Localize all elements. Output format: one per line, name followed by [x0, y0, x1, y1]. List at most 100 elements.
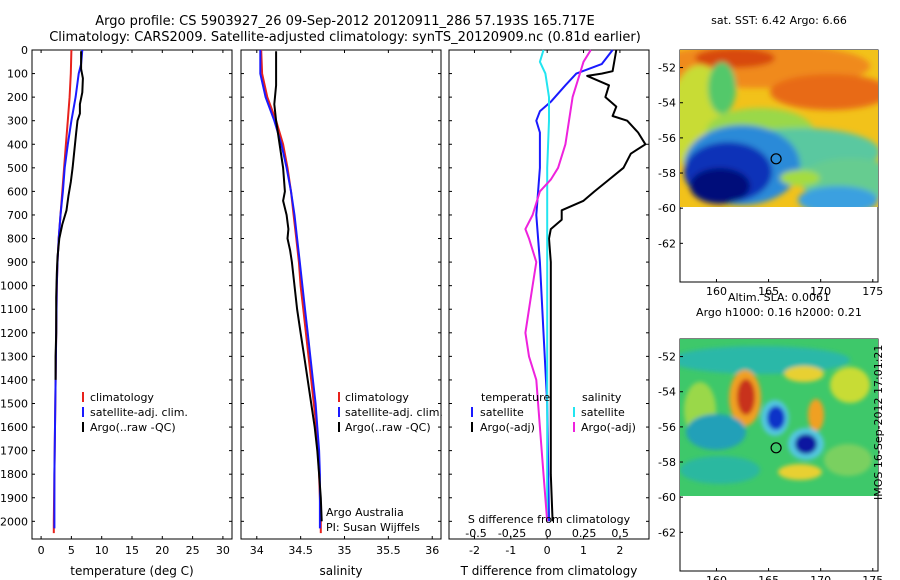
legend-swatch-argo [82, 422, 84, 432]
lon-tick-label: 170 [810, 285, 831, 298]
sla-map: Altim. SLA: 0.0061 Argo h1000: 0.16 h200… [658, 291, 883, 580]
depth-tick-label: 200 [7, 91, 28, 104]
depth-tick-label: 1400 [0, 374, 28, 387]
credit-line-2: PI: Susan Wijffels [326, 521, 420, 534]
x-axis-label-t-difference: T difference from climatology [460, 564, 638, 578]
depth-tick-label: 1000 [0, 280, 28, 293]
s-diff-tick-label: 0 [545, 527, 552, 540]
depth-tick-label: 1300 [0, 350, 28, 363]
x-tick-label: 0 [544, 544, 551, 557]
lat-tick-label: -52 [658, 351, 676, 364]
depth-tick-label: 1900 [0, 492, 28, 505]
depth-tick-label: 900 [7, 256, 28, 269]
lon-tick-label: 170 [810, 574, 831, 580]
depth-tick-label: 1100 [0, 303, 28, 316]
x-tick-label: 2 [616, 544, 623, 557]
x-tick-label: 1 [580, 544, 587, 557]
lat-tick-label: -52 [658, 62, 676, 75]
legend-label: climatology [90, 391, 154, 404]
x-tick-label: 30 [216, 544, 230, 557]
x-tick-label: 35.5 [376, 544, 401, 557]
legend-swatch-satellite [338, 407, 340, 417]
x-axis-label-s-difference: S difference from climatology [468, 513, 631, 526]
difference-series [524, 49, 647, 522]
legend-swatch-climatology [338, 392, 340, 402]
depth-tick-label: 1500 [0, 397, 28, 410]
lon-tick-label: 160 [706, 574, 727, 580]
s-diff-tick-label: 0.25 [572, 527, 597, 540]
credit-line-1: Argo Australia [326, 506, 404, 519]
lat-tick-label: -62 [658, 237, 676, 250]
legend-heading-temperature: temperature [481, 391, 550, 404]
sst-map-title: sat. SST: 6.42 Argo: 6.66 [711, 14, 847, 27]
sla-field [680, 339, 878, 496]
lat-tick-label: -58 [658, 167, 676, 180]
series-line-argo-raw-qc [54, 51, 84, 380]
temperature-panel [31, 49, 233, 540]
legend-swatch-satellite [82, 407, 84, 417]
x-tick-label: 20 [155, 544, 169, 557]
series-line-salinity-argo-adj [524, 49, 592, 522]
x-tick-label: 34.5 [288, 544, 313, 557]
lat-tick-label: -60 [658, 202, 676, 215]
depth-tick-label: 0 [21, 44, 28, 57]
s-diff-tick-label: 0.5 [611, 527, 629, 540]
x-axis-label-temperature: temperature (deg C) [70, 564, 193, 578]
series-line-satellite-adj-clim [53, 49, 84, 529]
legend-swatch-climatology [82, 392, 84, 402]
lat-tick-label: -58 [658, 456, 676, 469]
series-line-temperature-satellite [535, 49, 614, 522]
x-tick-label: 35 [338, 544, 352, 557]
legend-swatch-temp-satellite [471, 407, 473, 417]
depth-tick-label: 1700 [0, 445, 28, 458]
difference-legend: temperature satellite Argo(-adj) salinit… [471, 391, 636, 434]
depth-tick-label: 700 [7, 209, 28, 222]
legend-label: satellite [581, 406, 625, 419]
lon-tick-label: 175 [862, 285, 883, 298]
series-line-argo-raw-qc [273, 51, 323, 522]
legend-label: Argo(..raw -QC) [90, 421, 176, 434]
figure-title-line-1: Argo profile: CS 5903927_26 09-Sep-2012 … [95, 14, 595, 29]
figure-title-line-2: Climatology: CARS2009. Satellite-adjuste… [49, 30, 641, 45]
legend-swatch-temp-argo [471, 422, 473, 432]
depth-tick-label: 300 [7, 115, 28, 128]
sla-map-ticks: 160 165 170 175 -52 -54 -56 -58 -60 -62 [658, 351, 883, 580]
argo-location-marker [770, 153, 782, 165]
depth-tick-label: 1600 [0, 421, 28, 434]
depth-tick-label: 500 [7, 162, 28, 175]
x-axis-label-salinity: salinity [319, 564, 362, 578]
legend-swatch-sal-argo [573, 422, 575, 432]
x-tick-label: 0 [38, 544, 45, 557]
depth-tick-label: 800 [7, 233, 28, 246]
depth-tick-label: 600 [7, 185, 28, 198]
legend-heading-salinity: salinity [582, 391, 622, 404]
axis-ticks: 0100200300400500600700800900100011001200… [0, 44, 649, 557]
x-tick-label: -1 [505, 544, 516, 557]
sst-map: sat. SST: 6.42 Argo: 6.66 160 165 170 175 -5… [658, 14, 883, 298]
legend-label: satellite-adj. clim. [90, 406, 188, 419]
legend-label: Argo(-adj) [581, 421, 636, 434]
salinity-series [259, 49, 323, 534]
lat-tick-label: -54 [658, 386, 676, 399]
lon-tick-label: 175 [862, 574, 883, 580]
legend-label: satellite-adj. clim. [345, 406, 443, 419]
legend-label: satellite [480, 406, 524, 419]
legend-swatch-argo [338, 422, 340, 432]
depth-tick-label: 1200 [0, 327, 28, 340]
salinity-panel [240, 49, 442, 540]
depth-tick-label: 1800 [0, 468, 28, 481]
legend-label: climatology [345, 391, 409, 404]
lon-tick-label: 165 [758, 574, 779, 580]
series-line-salinity-satellite [538, 49, 550, 522]
temperature-series [52, 49, 84, 534]
lon-tick-label: 165 [758, 285, 779, 298]
x-tick-label: 34 [250, 544, 264, 557]
legend-label: Argo(..raw -QC) [345, 421, 431, 434]
salinity-legend: climatology satellite-adj. clim. Argo(..… [338, 391, 443, 434]
x-tick-label: -2 [469, 544, 480, 557]
depth-tick-label: 2000 [0, 515, 28, 528]
sst-field [680, 50, 878, 207]
x-tick-label: 5 [68, 544, 75, 557]
sla-map-subtitle: Argo h1000: 0.16 h2000: 0.21 [696, 306, 862, 319]
